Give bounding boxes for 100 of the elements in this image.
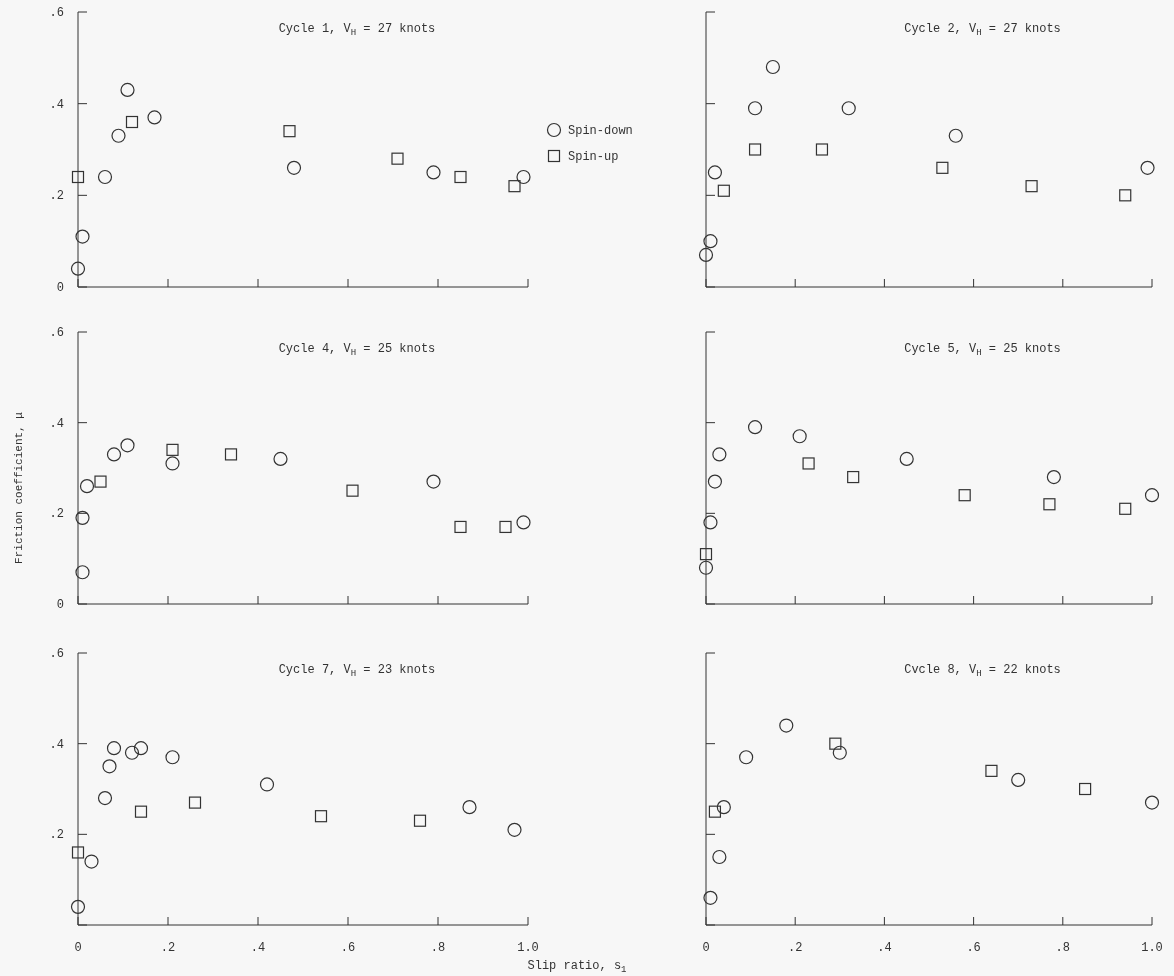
x-tick-label: .6 [340,941,356,955]
point [703,234,718,249]
point [283,125,296,138]
x-tick-label: .6 [966,941,981,955]
point [166,443,179,456]
point [70,899,86,914]
point [1119,502,1132,515]
point [698,247,714,263]
point [703,515,718,530]
point [841,101,856,116]
point [747,101,763,116]
point [454,170,467,184]
point [712,447,727,462]
point [802,457,815,470]
x-axis-title: Slip ratio, s$_{1}$ [527,959,627,976]
y-tick-label: .2 [49,507,64,522]
point [224,448,238,461]
legend-label: Spin-down [568,124,633,138]
point [792,429,807,444]
point [499,520,512,534]
point [1144,488,1160,503]
point [1011,772,1026,788]
point [426,165,441,180]
x-tick-label: 1.0 [1141,941,1163,955]
point [779,718,794,733]
point [936,161,949,174]
point [516,169,531,185]
point [507,822,522,837]
point [75,510,90,525]
point [1025,180,1038,193]
point [1043,498,1056,511]
y-axis-title: Friction coefficient, μ [13,411,25,564]
point [739,750,754,765]
text: Cycle 7, V$_{H}$ = 23 knots [278,663,436,680]
point [120,82,135,98]
point [829,737,842,750]
text: Cvcle 8, V$_{H}$ = 22 knots [904,663,1061,680]
point [747,420,763,435]
x-tick-label: 0 [74,941,82,955]
x-tick-label: .2 [788,941,803,955]
point [346,484,359,497]
point [125,115,139,129]
point [815,143,829,156]
point [698,560,714,575]
point [1140,160,1155,175]
y-tick-label: .6 [49,647,64,661]
point [102,759,117,774]
point [699,548,713,561]
point [124,745,140,760]
point [899,451,914,467]
text: Cycle 4, V$_{H}$ = 25 knots [278,342,436,359]
point [847,470,860,484]
legend-label: Spin-up [568,150,619,164]
point [134,805,148,818]
point [97,790,113,806]
point [707,165,723,180]
point [707,474,723,489]
point [71,846,85,859]
point [508,180,521,193]
point [708,805,722,818]
point [391,152,404,165]
point [165,750,180,765]
x-tick-label: .8 [430,941,446,955]
y-tick-label: .6 [49,6,64,20]
point [165,456,180,471]
point [75,565,90,580]
point [273,451,288,467]
point [1119,189,1132,202]
y-tick-label: .4 [49,737,64,752]
point [832,745,847,760]
y-tick-label: .4 [49,97,64,112]
y-tick-label: .2 [49,189,64,204]
point [948,128,963,143]
point [712,849,727,865]
point [259,777,275,792]
point [1046,469,1061,485]
y-tick-label: 0 [56,281,64,295]
point [111,128,126,143]
x-tick-label: 1.0 [517,941,539,955]
point [985,764,998,777]
text: Cycle 1, V$_{H}$ = 27 knots [278,22,436,39]
y-tick-label: .4 [49,416,64,431]
x-tick-label: 0 [702,941,710,955]
y-tick-label: .6 [49,326,64,340]
point [94,475,107,488]
x-tick-label: .4 [877,941,892,955]
point [188,796,202,809]
point [71,170,85,184]
point [286,160,302,175]
text: Cycle 2, V$_{H}$ = 27 knots [904,22,1061,39]
point [703,890,718,905]
x-tick-label: .4 [250,941,266,955]
x-tick-label: .8 [1055,941,1070,955]
point [106,741,122,756]
point [748,143,762,156]
text: Cycle 5, V$_{H}$ = 25 knots [904,342,1061,359]
point [765,59,780,75]
y-tick-label: 0 [56,598,64,612]
point [97,169,113,185]
point [147,110,162,125]
